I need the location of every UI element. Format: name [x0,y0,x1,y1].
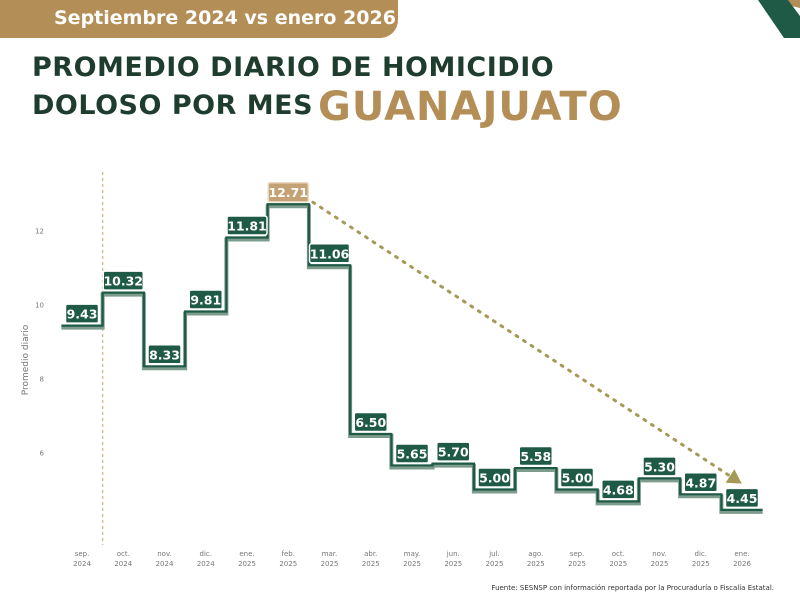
data-label-box [559,467,595,488]
data-label: 4.87 [685,475,716,490]
title-line-2: DOLOSO POR MES [32,90,314,121]
data-label: 10.32 [103,274,143,289]
data-label: 4.68 [603,482,634,497]
trend-layer [311,200,742,484]
x-tick-label-year: 2026 [733,560,751,568]
data-label: 6.50 [355,415,386,430]
series-line [61,203,763,511]
y-tick-label: 10 [35,302,44,310]
x-tick-label-month: mar. [322,550,338,558]
data-label-box [601,479,636,500]
y-axis: 6 8 10 12 Promedio diario [21,228,45,458]
x-axis: sep. 2024 oct. 2024 nov. 2024 dic. 2024 ene. 2025… [73,550,751,568]
x-tick-label-month: ene. [239,550,254,558]
x-tick-label-year: 2025 [238,560,256,568]
x-tick-label-month: sep. [75,550,90,558]
x-tick-label-month: may. [404,550,420,558]
x-tick-label-year: 2024 [114,560,132,568]
x-tick-label-year: 2025 [651,560,669,568]
data-label: 9.81 [190,293,221,308]
y-tick-label: 6 [40,450,45,458]
period-pill: Septiembre 2024 vs enero 2026 [0,0,398,38]
x-tick-label-month: jun. [446,550,460,558]
data-label: 5.00 [562,471,593,486]
data-label-box [394,443,430,464]
x-tick-label-month: ago. [528,550,543,558]
data-label-box [64,303,100,324]
x-tick-label-year: 2025 [444,560,462,568]
data-label: 8.33 [149,347,180,362]
data-label-box [226,215,268,236]
x-tick-label-year: 2025 [279,560,297,568]
x-tick-label-month: nov. [652,550,667,558]
data-label-box [724,487,760,509]
x-tick-label-month: feb. [282,550,295,558]
x-tick-label-year: 2025 [321,560,339,568]
series-line-layer [61,203,763,514]
x-tick-label-year: 2024 [73,560,91,568]
y-axis-label: Promedio diario [21,324,31,395]
corner-green-shape [758,0,800,38]
x-tick-label-month: abr. [364,550,377,558]
data-label-box [683,472,718,493]
title-line-1: PROMEDIO DIARIO DE HOMICIDIO [32,52,555,83]
x-tick-label-month: nov. [157,550,172,558]
data-label: 5.70 [438,445,469,460]
data-label: 11.06 [310,246,350,261]
x-tick-label-year: 2025 [568,560,586,568]
x-tick-label-year: 2025 [403,560,421,568]
data-label-box [147,344,182,365]
x-tick-label-year: 2025 [362,560,380,568]
data-label-layer: 9.43 10.32 8.33 9.81 11.81 12.71 11.06 6.50 5.65… [64,181,760,509]
x-tick-label-month: dic. [695,550,707,558]
x-tick-label-month: sep. [570,550,585,558]
y-tick-label: 8 [40,376,44,384]
data-label: 12.71 [268,185,308,200]
trend-arrowhead [725,469,742,484]
x-tick-label-month: dic. [200,550,212,558]
data-label: 5.58 [520,449,551,464]
x-tick-label-year: 2025 [692,560,710,568]
data-label-box [308,243,351,264]
data-label-box [518,445,553,467]
title-state: GUANAJUATO [318,84,623,130]
data-label: 5.65 [397,446,428,461]
data-label: 4.45 [727,491,758,506]
corner-decoration [758,0,800,38]
y-tick-label: 12 [35,228,44,236]
x-tick-label-year: 2024 [197,560,215,568]
data-label: 5.00 [479,471,510,486]
x-tick-label-year: 2025 [486,560,504,568]
data-label: 5.30 [644,459,675,474]
data-label-box [477,467,512,488]
data-label: 11.81 [227,219,267,234]
x-tick-label-month: ene. [734,550,749,558]
period-text: Septiembre 2024 vs enero 2026 [54,7,396,29]
x-tick-label-year: 2025 [527,560,545,568]
data-label-box [188,289,223,310]
data-label-box [436,441,471,462]
data-label-box [102,270,144,291]
data-label-box [267,181,309,203]
x-tick-label-year: 2024 [156,560,174,568]
x-tick-label-year: 2025 [609,560,627,568]
data-label-box [642,456,677,477]
x-tick-label-month: oct. [612,550,625,558]
x-tick-label-month: jul. [488,550,500,558]
source-note: Fuente: SESNSP con información reportada… [491,584,774,592]
x-tick-label-month: oct. [117,550,130,558]
trend-line [311,200,732,478]
data-label-box [353,411,388,433]
data-label: 9.43 [67,307,98,322]
